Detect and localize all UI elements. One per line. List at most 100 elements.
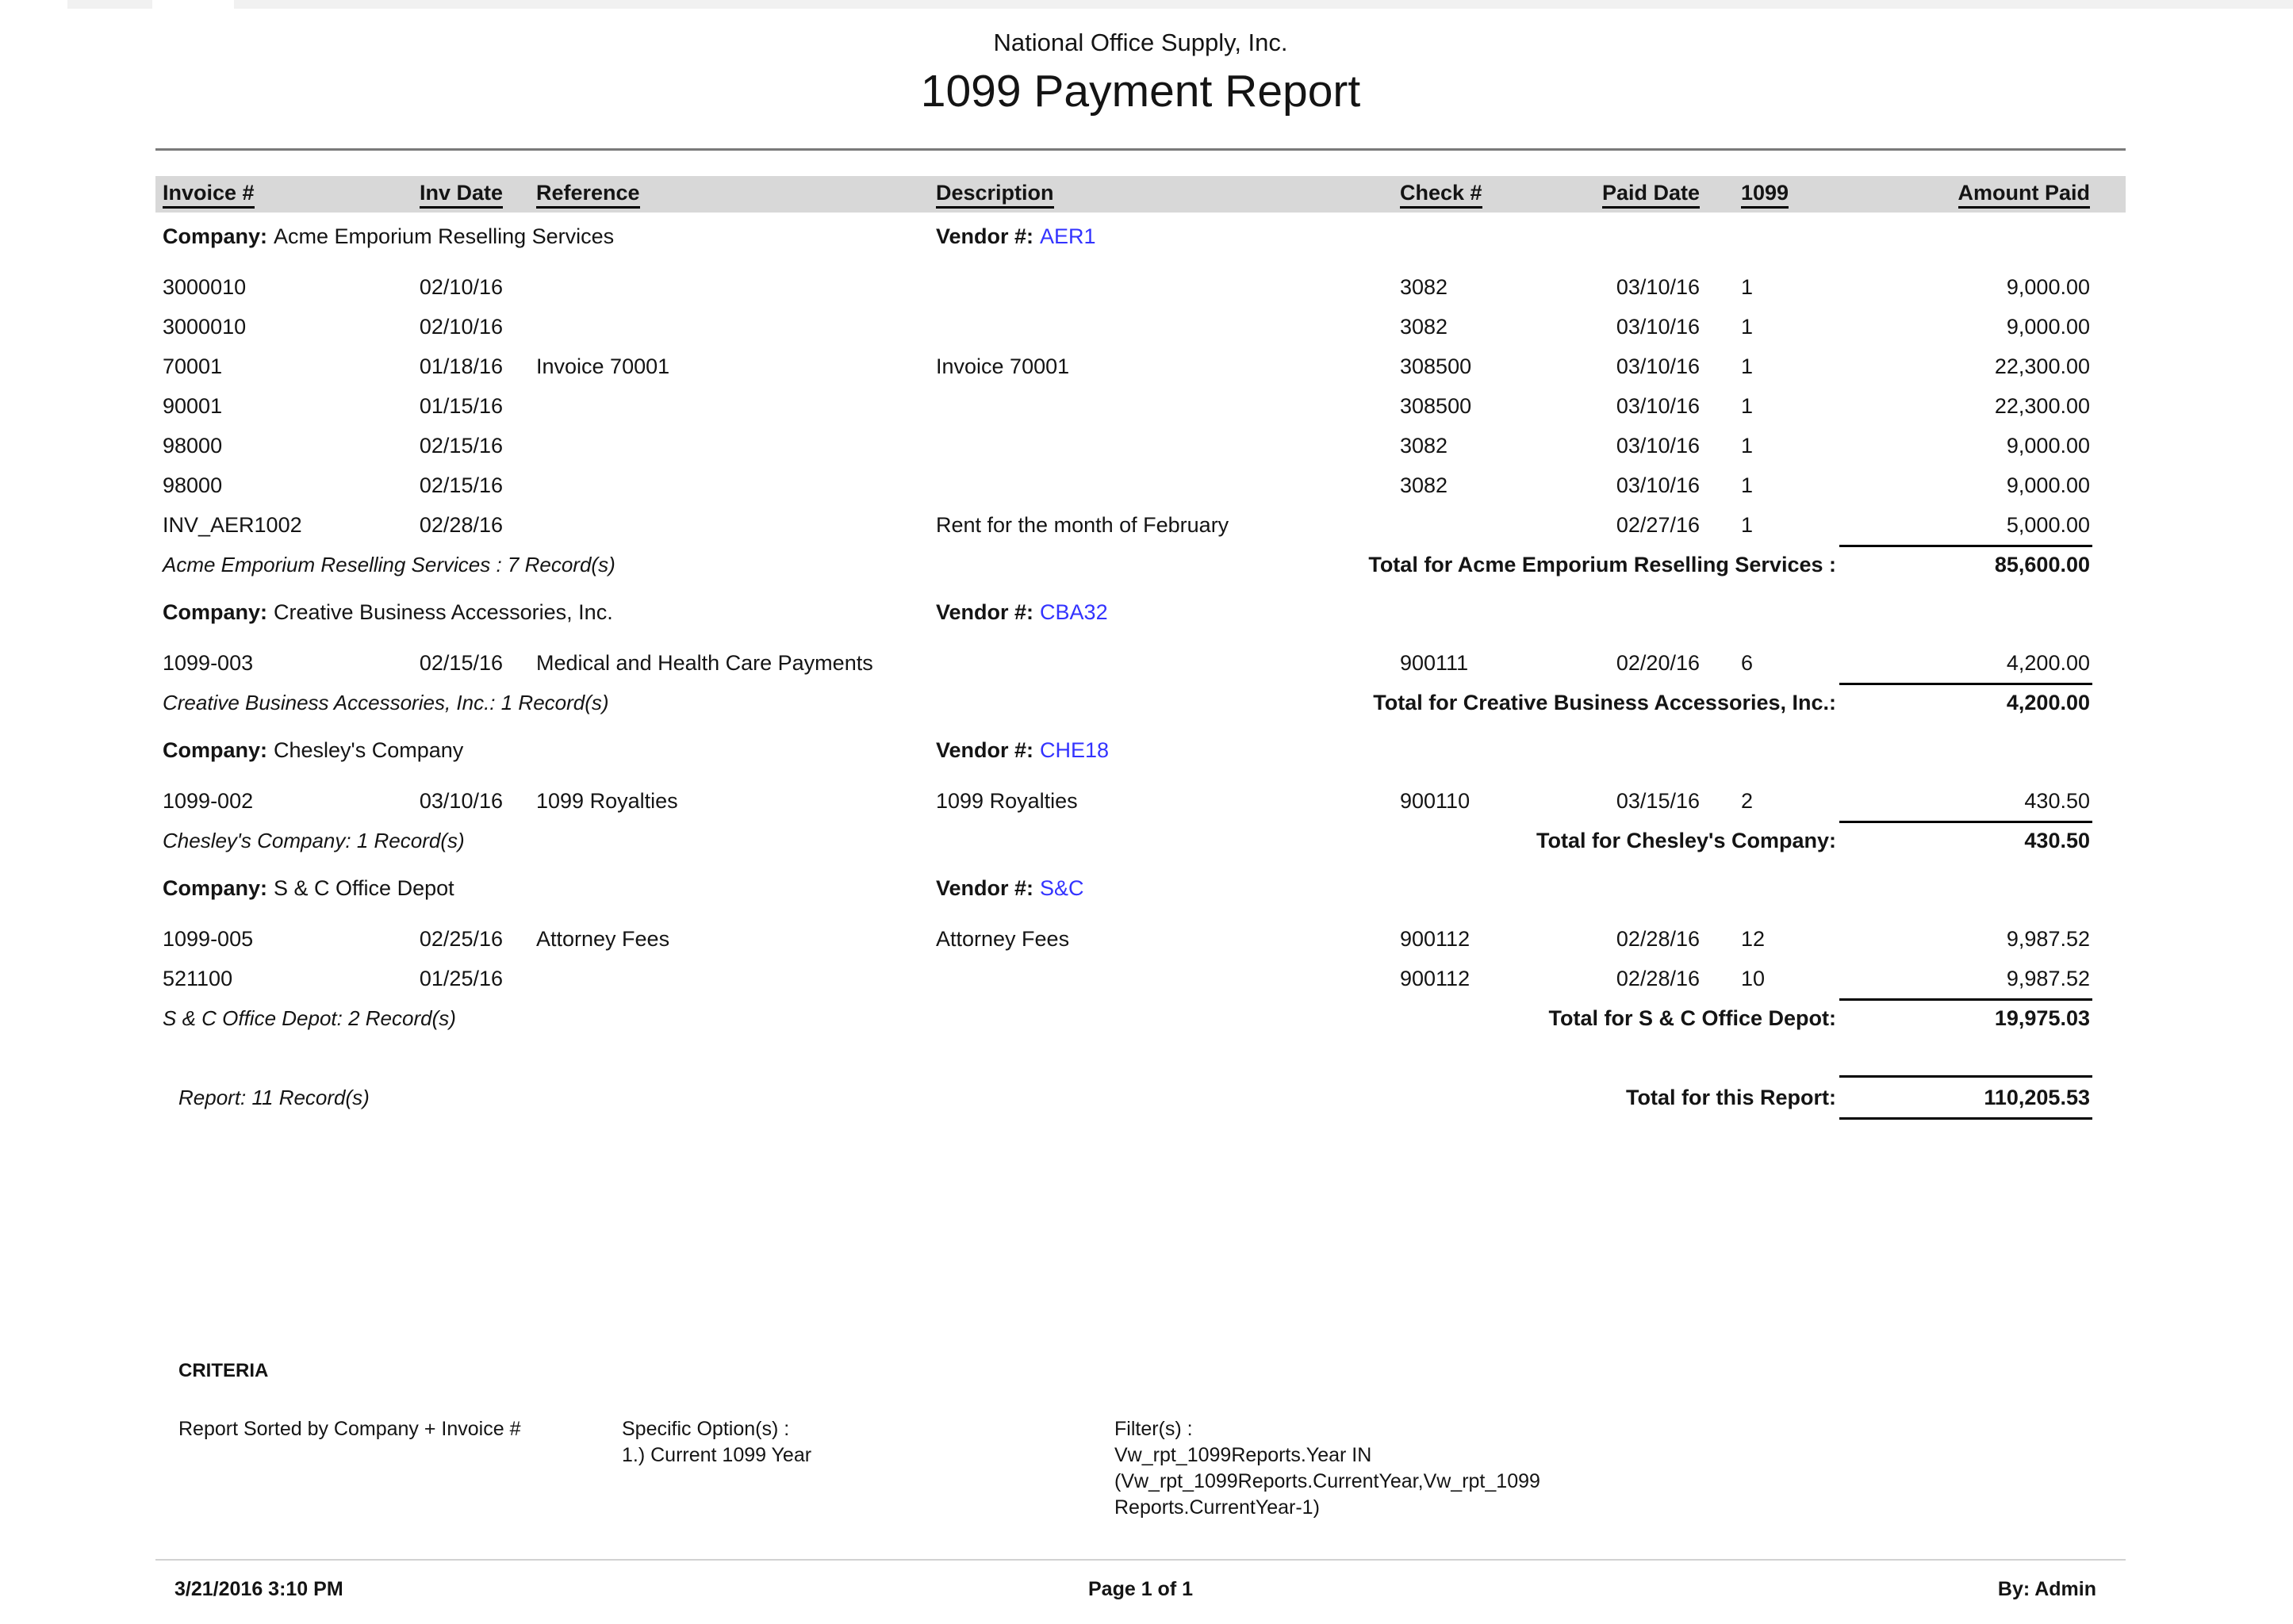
- criteria-filters-label: Filter(s) :: [1114, 1418, 1193, 1440]
- cell-amount: 9,987.52: [2006, 967, 2090, 990]
- footer-divider: [155, 1559, 2126, 1561]
- cell-amount: 9,000.00: [2006, 315, 2090, 339]
- cell-paid-date: 02/27/16: [1616, 513, 1700, 537]
- footer-page-number: Page 1 of 1: [1088, 1578, 1193, 1600]
- cell-amount: 9,000.00: [2006, 434, 2090, 458]
- cell-check: 900111: [1400, 651, 1469, 675]
- cell-1099: 1: [1741, 434, 1754, 458]
- cell-paid-date: 03/10/16: [1616, 354, 1700, 378]
- column-header-1099: 1099: [1741, 181, 1836, 209]
- total-rule: [1839, 683, 2092, 685]
- vendor-code-link[interactable]: AER1: [1040, 224, 1096, 248]
- cell-reference: Invoice 70001: [536, 354, 670, 378]
- cell-inv-date: 01/15/16: [419, 394, 503, 418]
- cell-invoice: 90001: [163, 394, 223, 418]
- cell-1099: 6: [1741, 651, 1754, 675]
- page-title: 1099 Payment Report: [920, 66, 1361, 117]
- company-header-row: Company: Acme Emporium Reselling Services…: [155, 216, 2126, 256]
- table-header-row: Invoice # Inv Date Reference Description…: [155, 176, 2126, 213]
- title-divider: [155, 148, 2126, 151]
- report-total-rule-top: [1839, 1075, 2092, 1078]
- cell-amount: 9,000.00: [2006, 275, 2090, 299]
- section-total-amount: 4,200.00: [2006, 691, 2090, 714]
- cell-check: 308500: [1400, 394, 1472, 418]
- company-group: Company: Chesley's Company: [163, 730, 932, 770]
- cell-1099: 1: [1741, 473, 1754, 497]
- footer-user: By: Admin: [1997, 1578, 2096, 1600]
- vendor-label: Vendor #:: [936, 600, 1034, 624]
- criteria-option-item: 1.) Current 1099 Year: [622, 1444, 812, 1466]
- vendor-label: Vendor #:: [936, 738, 1034, 762]
- footer-datetime: 3/21/2016 3:10 PM: [174, 1578, 343, 1600]
- cell-amount: 22,300.00: [1994, 394, 2090, 418]
- report-document: National Office Supply, Inc. 1099 Paymen…: [155, 0, 2126, 1624]
- company-label: Company:: [163, 738, 268, 762]
- cell-inv-date: 02/10/16: [419, 275, 503, 299]
- cell-invoice: 1099-003: [163, 651, 254, 675]
- record-count-note: S & C Office Depot: 2 Record(s): [163, 1006, 456, 1030]
- cell-check: 900112: [1400, 967, 1471, 990]
- cell-amount: 9,000.00: [2006, 473, 2090, 497]
- column-header-description: Description: [936, 181, 1396, 209]
- cell-description: Rent for the month of February: [936, 513, 1229, 537]
- cell-check: 3082: [1400, 275, 1448, 299]
- record-count-note: Chesley's Company: 1 Record(s): [163, 829, 465, 852]
- company-group: Company: Acme Emporium Reselling Services: [163, 216, 932, 256]
- section-total-row: S & C Office Depot: 2 Record(s) Total fo…: [155, 998, 2126, 1038]
- vendor-code-link[interactable]: S&C: [1040, 876, 1084, 900]
- cell-paid-date: 03/10/16: [1616, 315, 1700, 339]
- total-rule: [1839, 821, 2092, 823]
- cell-1099: 1: [1741, 394, 1754, 418]
- company-name: Creative Business Accessories, Inc.: [274, 600, 613, 624]
- cell-reference: Medical and Health Care Payments: [536, 651, 873, 675]
- cell-amount: 4,200.00: [2006, 651, 2090, 675]
- table-row: INV_AER1002 02/28/16 Rent for the month …: [155, 505, 2126, 545]
- cell-1099: 1: [1741, 315, 1754, 339]
- section-total-label: Total for Acme Emporium Reselling Servic…: [1368, 553, 1836, 576]
- cell-reference: Attorney Fees: [536, 927, 670, 951]
- cell-check: 3082: [1400, 473, 1448, 497]
- section-total-amount: 430.50: [2024, 829, 2090, 852]
- record-count-note: Acme Emporium Reselling Services : 7 Rec…: [163, 553, 615, 576]
- table-row: 90001 01/15/16 308500 03/10/16 1 22,300.…: [155, 386, 2126, 426]
- cell-check: 3082: [1400, 434, 1448, 458]
- company-label: Company:: [163, 224, 268, 248]
- criteria-options-label: Specific Option(s) :: [622, 1418, 790, 1440]
- record-count-note: Creative Business Accessories, Inc.: 1 R…: [163, 691, 609, 714]
- cell-paid-date: 03/10/16: [1616, 434, 1700, 458]
- company-label: Company:: [163, 876, 268, 900]
- report-total-amount: 110,205.53: [1984, 1086, 2090, 1109]
- cell-inv-date: 01/18/16: [419, 354, 503, 378]
- cell-paid-date: 02/28/16: [1616, 927, 1700, 951]
- company-name: S & C Office Depot: [274, 876, 454, 900]
- cell-amount: 430.50: [2024, 789, 2090, 813]
- cell-invoice: 521100: [163, 967, 233, 990]
- cell-paid-date: 03/10/16: [1616, 394, 1700, 418]
- window-top-strip: [67, 0, 2293, 9]
- top-strip-notch: [152, 0, 234, 9]
- cell-paid-date: 03/15/16: [1616, 789, 1700, 813]
- table-row: 1099-002 03/10/16 1099 Royalties 1099 Ro…: [155, 781, 2126, 821]
- vendor-code-link[interactable]: CBA32: [1040, 600, 1108, 624]
- report-total-row: Report: 11 Record(s) Total for this Repo…: [155, 1075, 2126, 1120]
- cell-amount: 5,000.00: [2006, 513, 2090, 537]
- cell-inv-date: 02/15/16: [419, 473, 503, 497]
- cell-invoice: 98000: [163, 434, 223, 458]
- table-row: 98000 02/15/16 3082 03/10/16 1 9,000.00: [155, 465, 2126, 505]
- cell-amount: 22,300.00: [1994, 354, 2090, 378]
- section-total-row: Chesley's Company: 1 Record(s) Total for…: [155, 821, 2126, 860]
- table-row: 70001 01/18/16 Invoice 70001 Invoice 700…: [155, 347, 2126, 386]
- cell-inv-date: 03/10/16: [419, 789, 503, 813]
- cell-paid-date: 03/10/16: [1616, 275, 1700, 299]
- vendor-group: Vendor #: AER1: [936, 216, 1491, 256]
- cell-amount: 9,987.52: [2006, 927, 2090, 951]
- vendor-group: Vendor #: S&C: [936, 868, 1491, 908]
- criteria-filters: Filter(s) : Vw_rpt_1099Reports.Year IN (…: [1114, 1416, 1540, 1521]
- total-rule: [1839, 545, 2092, 547]
- cell-invoice: 3000010: [163, 275, 247, 299]
- cell-1099: 12: [1741, 927, 1766, 951]
- cell-check: 308500: [1400, 354, 1472, 378]
- vendor-code-link[interactable]: CHE18: [1040, 738, 1110, 762]
- cell-inv-date: 02/15/16: [419, 651, 503, 675]
- section-total-label: Total for Creative Business Accessories,…: [1373, 691, 1836, 714]
